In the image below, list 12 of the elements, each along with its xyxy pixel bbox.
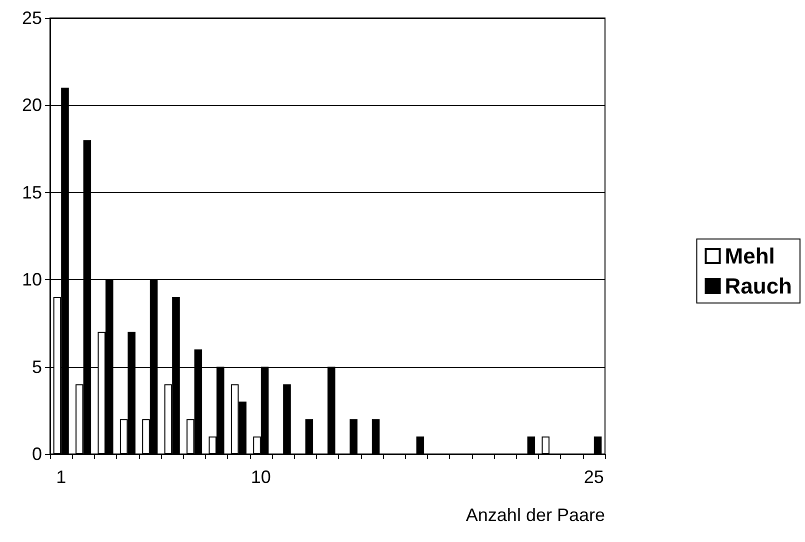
y-tick-label: 0 bbox=[32, 444, 42, 464]
x-axis-title: Anzahl der Paare bbox=[466, 505, 605, 525]
x-tick-label: 25 bbox=[584, 467, 604, 487]
y-tick-label: 10 bbox=[22, 270, 42, 290]
y-tick-label: 15 bbox=[22, 182, 42, 202]
y-tick-label: 5 bbox=[32, 356, 42, 377]
x-tick-label: 10 bbox=[250, 467, 271, 487]
legend-label: Mehl bbox=[724, 244, 775, 268]
y-tick-label: 20 bbox=[22, 95, 42, 116]
legend-label: Rauch bbox=[724, 274, 792, 298]
y-tick-label: 25 bbox=[22, 8, 42, 28]
x-tick-label: 1 bbox=[56, 467, 66, 487]
